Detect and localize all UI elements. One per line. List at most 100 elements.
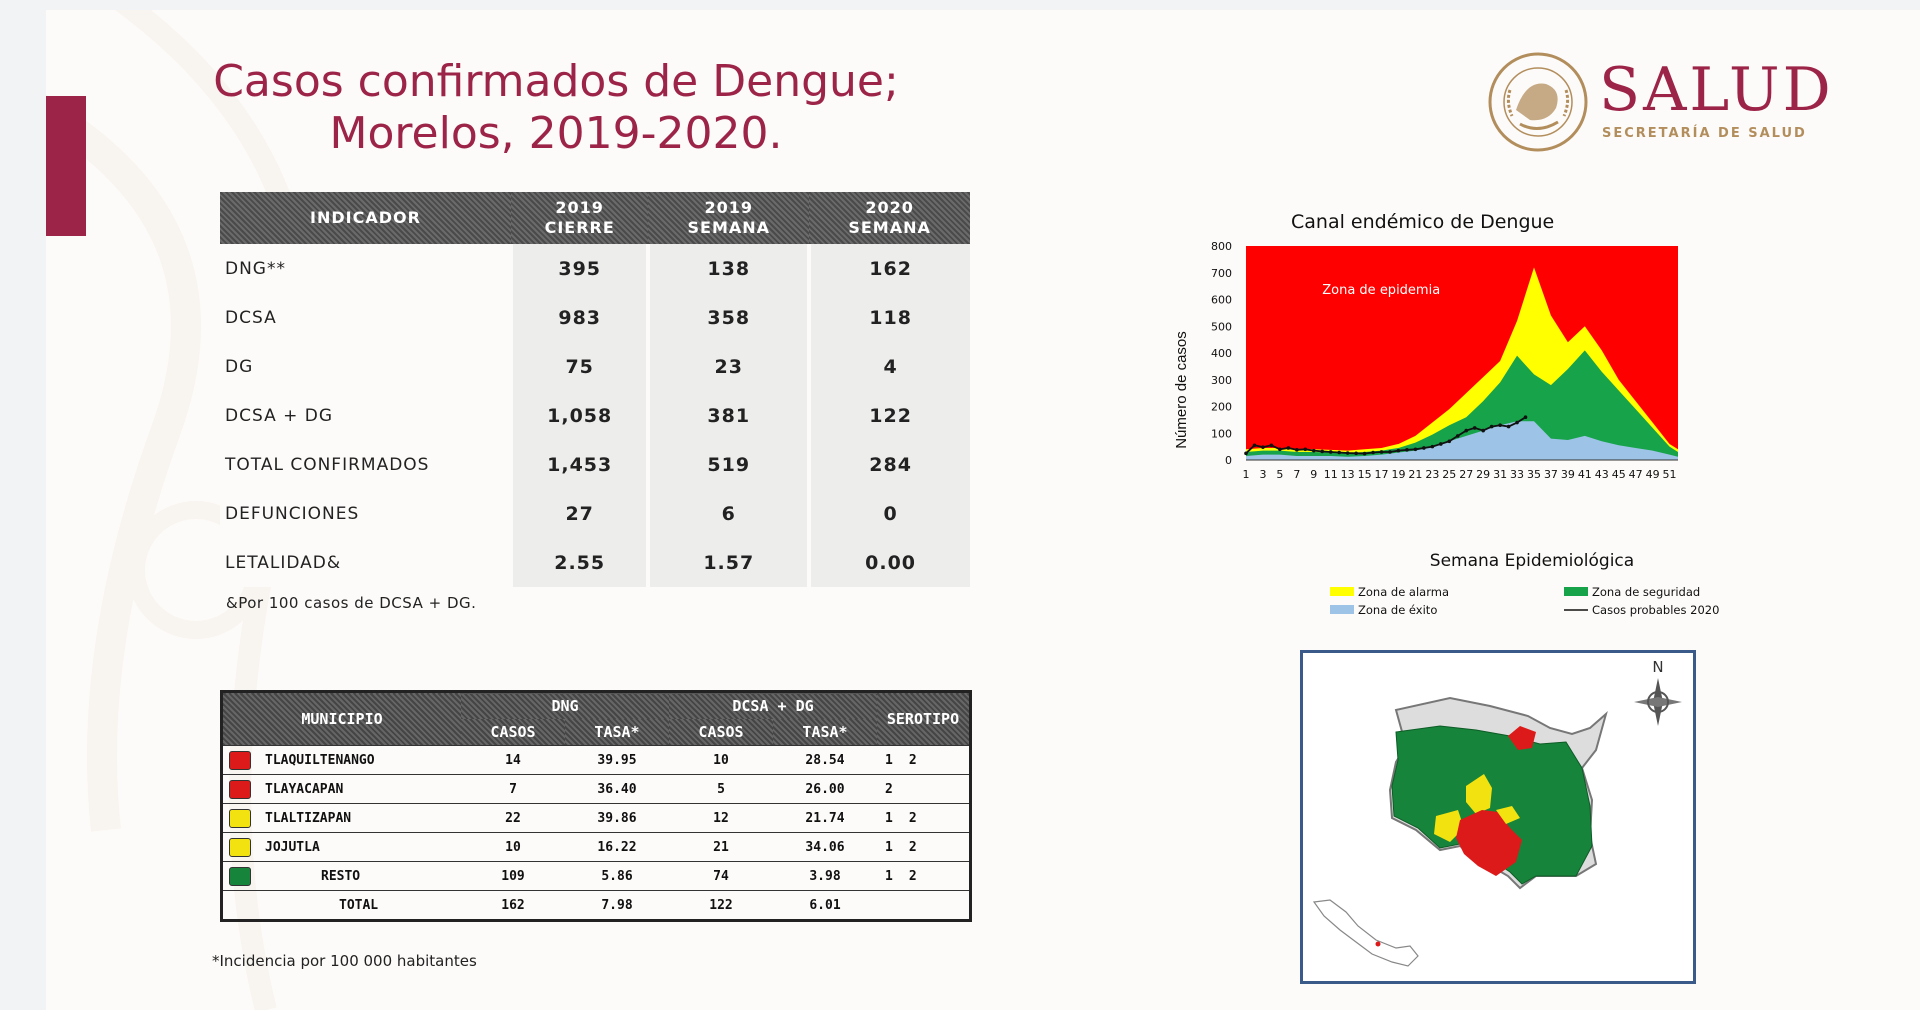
x-tick-label: 7 <box>1293 468 1300 481</box>
casos-2020-point <box>1295 448 1299 452</box>
casos-2020-point <box>1447 439 1452 444</box>
legend-label: Zona de éxito <box>1358 603 1437 617</box>
casos-2020-point <box>1311 448 1316 453</box>
region-jojutla-yellow <box>1434 810 1464 842</box>
accent-bar <box>46 96 86 236</box>
indicator-value: 983 <box>508 293 649 342</box>
serotipo-2: 2 <box>908 868 917 884</box>
casos-2020-point <box>1464 428 1469 433</box>
casos-2020-point <box>1345 451 1350 455</box>
header-dng-tasa: TASA* <box>565 719 669 746</box>
y-tick-label: 200 <box>1211 401 1232 414</box>
compass-icon: N <box>1634 658 1682 726</box>
casos-2020-point <box>1489 424 1494 429</box>
indicator-value: 1.57 <box>646 538 810 587</box>
x-tick-label: 49 <box>1646 468 1660 481</box>
indicator-value: 138 <box>646 244 810 293</box>
indicator-value: 122 <box>807 391 970 440</box>
x-tick-label: 29 <box>1476 468 1490 481</box>
indicator-value: 162 <box>807 244 970 293</box>
x-tick-label: 43 <box>1595 468 1609 481</box>
series-area-1 <box>1246 350 1678 460</box>
risk-color-square <box>229 779 251 799</box>
zona-epidemia-label: Zona de epidemia <box>1322 283 1440 298</box>
municipio-dng-tasa: 16.22 <box>565 832 669 862</box>
legend-swatch <box>1330 605 1354 614</box>
x-tick-label: 47 <box>1629 468 1643 481</box>
header-dng: DNG <box>461 691 669 719</box>
indicator-value: 284 <box>807 440 970 489</box>
y-tick-label: 500 <box>1211 320 1232 333</box>
risk-color-square <box>229 808 251 828</box>
risk-color-square <box>229 866 251 886</box>
casos-2020-point <box>1286 446 1291 450</box>
header-dng-casos: CASOS <box>461 719 565 746</box>
slide: Casos confirmados de Dengue; Morelos, 20… <box>46 10 1920 1010</box>
casos-2020-point <box>1337 450 1341 455</box>
header-2019-cierre: 2019 CIERRE <box>511 192 649 244</box>
salud-logo: SALUD SECRETARÍA DE SALUD <box>1486 50 1866 154</box>
risk-color-square <box>229 837 251 857</box>
serotipo-2: 2 <box>908 839 917 855</box>
casos-2020-line <box>1245 416 1527 455</box>
casos-2020-point <box>1261 445 1265 449</box>
x-tick-label: 3 <box>1259 468 1266 481</box>
serotipo-2: 2 <box>908 810 917 826</box>
municipio-dng-casos: 22 <box>461 803 565 833</box>
municipio-row: TLAQUILTENANGO 14 39.95 10 28.54 1 2 <box>221 745 971 775</box>
casos-2020-point <box>1303 447 1308 452</box>
x-tick-label: 25 <box>1442 468 1456 481</box>
header-2019-semana: 2019 SEMANA <box>648 192 810 244</box>
indicator-value: 358 <box>646 293 810 342</box>
series-area-2 <box>1246 421 1678 460</box>
indicator-label: DG <box>220 342 511 391</box>
indicator-value: 118 <box>807 293 970 342</box>
indicator-value: 23 <box>646 342 810 391</box>
casos-2020-point <box>1430 444 1435 449</box>
serotipo-1: 1 <box>885 752 893 768</box>
municipio-row: TLAYACAPAN 7 36.40 5 26.00 2 <box>221 774 971 804</box>
municipio-name: JOJUTLA <box>221 832 461 862</box>
x-tick-label: 9 <box>1310 468 1317 481</box>
header-municipio: MUNICIPIO <box>221 691 461 746</box>
indicator-value: 6 <box>646 489 810 538</box>
municipio-name: TLAQUILTENANGO <box>221 745 461 775</box>
x-tick-label: 37 <box>1544 468 1558 481</box>
casos-2020-point <box>1396 448 1401 453</box>
lethality-note: &Por 100 casos de DCSA + DG. <box>226 594 477 612</box>
municipio-label: TOTAL <box>339 897 379 913</box>
legend-swatch <box>1330 587 1354 596</box>
x-tick-label: 17 <box>1375 468 1389 481</box>
municipio-label: RESTO <box>321 868 361 884</box>
casos-2020-point <box>1422 446 1426 450</box>
municipio-dcsa-casos: 74 <box>669 861 773 891</box>
casos-2020-point <box>1515 420 1519 425</box>
serotipo-1: 1 <box>885 810 893 826</box>
casos-2020-point <box>1498 423 1502 428</box>
indicator-row: TOTAL CONFIRMADOS 1,453 519 284 <box>220 440 970 489</box>
x-tick-label: 1 <box>1243 468 1250 481</box>
municipio-dng-tasa: 7.98 <box>565 890 669 921</box>
municipio-dng-casos: 7 <box>461 774 565 804</box>
serotipo-2: 2 <box>908 752 917 768</box>
region-tlaquiltenango-red <box>1456 810 1522 876</box>
municipio-dcsa-casos: 12 <box>669 803 773 833</box>
x-tick-label: 5 <box>1276 468 1283 481</box>
municipio-dcsa-tasa: 21.74 <box>773 803 877 833</box>
municipio-label: TLAQUILTENANGO <box>265 752 375 768</box>
indicator-label: LETALIDAD& <box>220 538 511 587</box>
morelos-map: N <box>1300 650 1696 984</box>
municipio-row: RESTO 109 5.86 74 3.98 1 2 <box>221 861 971 891</box>
indicator-value: 0.00 <box>807 538 970 587</box>
legend-label: Zona de alarma <box>1358 585 1449 599</box>
serotipo-1: 1 <box>885 868 893 884</box>
y-tick-label: 800 <box>1211 240 1232 253</box>
indicator-label: DEFUNCIONES <box>220 489 511 538</box>
indicator-label: DCSA + DG <box>220 391 511 440</box>
legend-label: Zona de seguridad <box>1592 585 1700 599</box>
indicator-row: DEFUNCIONES 27 6 0 <box>220 489 970 538</box>
casos-2020-point <box>1328 450 1333 454</box>
indicator-row: DCSA 983 358 118 <box>220 293 970 342</box>
